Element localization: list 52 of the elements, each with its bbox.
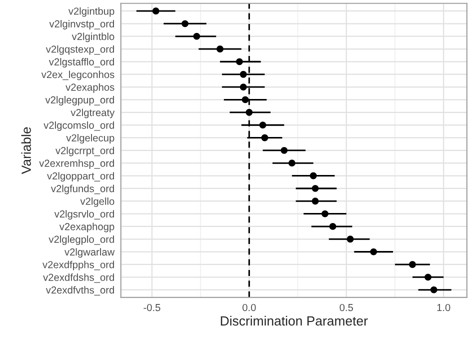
point: [424, 274, 432, 281]
point: [240, 84, 247, 91]
y-tick-label: v2lglegpup_ord: [45, 96, 114, 106]
x-tick-label: 1.0: [437, 304, 450, 312]
point: [322, 210, 328, 218]
point: [370, 248, 378, 256]
point: [216, 46, 224, 52]
y-tick-label: v2lgwarlaw: [64, 248, 115, 258]
point: [312, 184, 319, 192]
y-tick-label: v2exdfdshs_ord: [43, 273, 114, 283]
point: [182, 20, 188, 28]
y-tick-label: v2lgintbup: [68, 7, 114, 17]
point: [242, 96, 249, 104]
point: [288, 160, 296, 167]
y-tick-label: v2lgoppart_ord: [47, 172, 114, 182]
x-tick-label: 0.0: [242, 304, 256, 312]
point: [312, 198, 319, 205]
y-tick-label: v2exaphogp: [59, 222, 114, 232]
point: [346, 236, 354, 243]
y-tick-label: v2lgcomslo_ord: [44, 121, 114, 131]
point: [310, 172, 317, 180]
x-axis-title: Discrimination Parameter: [220, 316, 368, 326]
y-axis-title: Variable: [21, 127, 31, 174]
y-tick-label: v2exdfpphs_ord: [42, 260, 114, 270]
point: [152, 8, 160, 14]
point: [236, 58, 243, 66]
point: [408, 261, 416, 268]
y-tick-label: v2exremhsp_ord: [39, 159, 114, 169]
point: [193, 32, 200, 40]
point: [329, 222, 336, 230]
y-tick-label: v2exdfvths_ord: [46, 286, 114, 296]
y-tick-label: v2lgtreaty: [70, 108, 115, 118]
y-tick-label: v2lglegplo_ord: [48, 235, 114, 245]
point: [240, 70, 247, 78]
y-tick-label: v2lgfunds_ord: [50, 184, 114, 194]
point: [261, 134, 268, 142]
y-tick-label: v2exaphos: [66, 83, 114, 93]
y-tick-label: v2lgqstexp_ord: [46, 45, 114, 55]
y-tick-label: v2lgstafflo_ord: [48, 58, 114, 68]
y-tick-label: v2lgcrrpt_ord: [55, 146, 114, 156]
point: [259, 122, 266, 129]
x-tick-label: -0.5: [144, 304, 160, 312]
point: [246, 108, 253, 116]
y-tick-label: v2lginvstp_ord: [49, 20, 114, 30]
y-tick-label: v2ex_legconhos: [41, 70, 114, 80]
x-tick-label: 0.5: [340, 304, 353, 312]
y-tick-label: v2lgelecup: [66, 134, 114, 144]
point: [430, 286, 438, 294]
y-tick-label: v2lgello: [80, 197, 114, 207]
y-tick-label: v2lgsrvlo_ord: [54, 210, 114, 220]
y-tick-label: v2lgintblo: [72, 32, 114, 42]
point: [280, 146, 288, 154]
